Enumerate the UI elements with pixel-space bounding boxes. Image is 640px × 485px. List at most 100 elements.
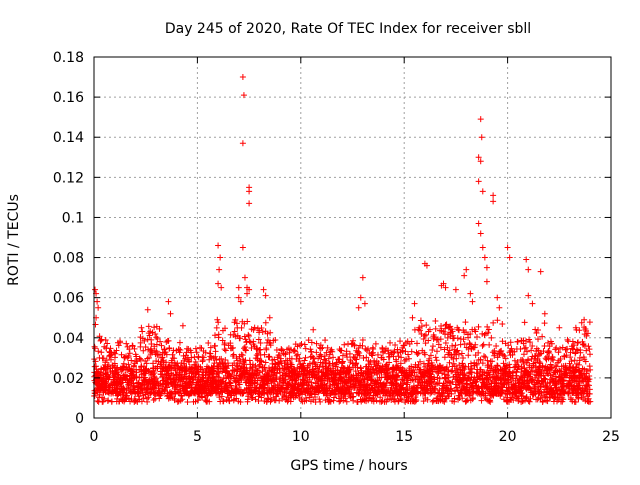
data-point — [208, 364, 215, 371]
data-point — [92, 345, 99, 352]
data-point — [449, 342, 456, 349]
data-point — [408, 338, 415, 345]
data-point — [498, 347, 505, 354]
data-point — [541, 310, 548, 317]
data-point — [568, 358, 575, 365]
data-point — [252, 389, 259, 396]
data-point — [494, 317, 501, 324]
data-point — [174, 398, 181, 405]
data-point — [298, 391, 305, 398]
data-point — [392, 342, 399, 349]
data-point — [524, 348, 531, 355]
data-point — [244, 290, 251, 297]
data-point — [554, 390, 561, 397]
data-point — [137, 383, 144, 390]
data-point — [534, 327, 541, 334]
data-point — [350, 375, 357, 382]
data-point — [437, 336, 444, 343]
data-point — [395, 372, 402, 379]
data-point — [564, 345, 571, 352]
data-point — [126, 346, 133, 353]
data-point — [493, 366, 500, 373]
data-point — [237, 298, 244, 305]
data-point — [379, 363, 386, 370]
data-point — [440, 280, 447, 287]
data-point — [475, 154, 482, 161]
data-point — [522, 344, 529, 351]
data-point — [176, 339, 183, 346]
data-point — [338, 364, 345, 371]
data-point — [119, 379, 126, 386]
data-point — [237, 373, 244, 380]
data-point — [294, 351, 301, 358]
data-point — [323, 349, 330, 356]
data-point — [394, 349, 401, 356]
data-point — [574, 374, 581, 381]
data-point — [316, 396, 323, 403]
data-point — [521, 378, 528, 385]
data-point — [496, 304, 503, 311]
data-point — [464, 381, 471, 388]
data-point — [453, 376, 460, 383]
data-point — [463, 384, 470, 391]
data-point — [424, 396, 431, 403]
data-point — [231, 328, 238, 335]
data-point — [338, 347, 345, 354]
data-point — [563, 370, 570, 377]
data-point — [416, 327, 423, 334]
y-tick-label: 0.12 — [53, 170, 84, 186]
data-point — [557, 355, 564, 362]
data-point — [461, 272, 468, 279]
data-point — [331, 388, 338, 395]
data-point — [247, 371, 254, 378]
data-point — [107, 356, 114, 363]
data-point — [276, 397, 283, 404]
data-point — [480, 341, 487, 348]
data-point — [520, 351, 527, 358]
data-point — [142, 367, 149, 374]
data-point — [319, 363, 326, 370]
data-point — [407, 377, 414, 384]
data-point — [161, 346, 168, 353]
data-point — [105, 374, 112, 381]
data-point — [353, 356, 360, 363]
data-point — [277, 355, 284, 362]
data-point — [264, 337, 271, 344]
data-point — [586, 319, 593, 326]
data-point — [569, 338, 576, 345]
data-point — [483, 278, 490, 285]
data-point — [291, 367, 298, 374]
data-point — [515, 363, 522, 370]
data-point — [118, 375, 125, 382]
data-point — [363, 363, 370, 370]
data-point — [117, 366, 124, 373]
data-point — [192, 374, 199, 381]
x-tick-label: 25 — [602, 429, 620, 445]
data-point — [288, 363, 295, 370]
data-point — [123, 340, 130, 347]
data-point — [394, 388, 401, 395]
data-point — [100, 364, 107, 371]
data-point — [458, 368, 465, 375]
data-point — [389, 378, 396, 385]
data-point — [246, 200, 253, 207]
data-point — [384, 347, 391, 354]
data-point — [230, 351, 237, 358]
data-point — [170, 378, 177, 385]
data-point — [244, 318, 251, 325]
data-point — [582, 382, 589, 389]
data-point — [145, 346, 152, 353]
data-point — [442, 284, 449, 291]
data-point — [478, 397, 485, 404]
data-point — [577, 349, 584, 356]
data-point — [415, 362, 422, 369]
data-point — [455, 372, 462, 379]
data-point — [503, 363, 510, 370]
data-point — [112, 350, 119, 357]
data-point — [289, 389, 296, 396]
data-point — [517, 345, 524, 352]
data-point — [393, 358, 400, 365]
data-point — [546, 366, 553, 373]
data-point — [288, 369, 295, 376]
